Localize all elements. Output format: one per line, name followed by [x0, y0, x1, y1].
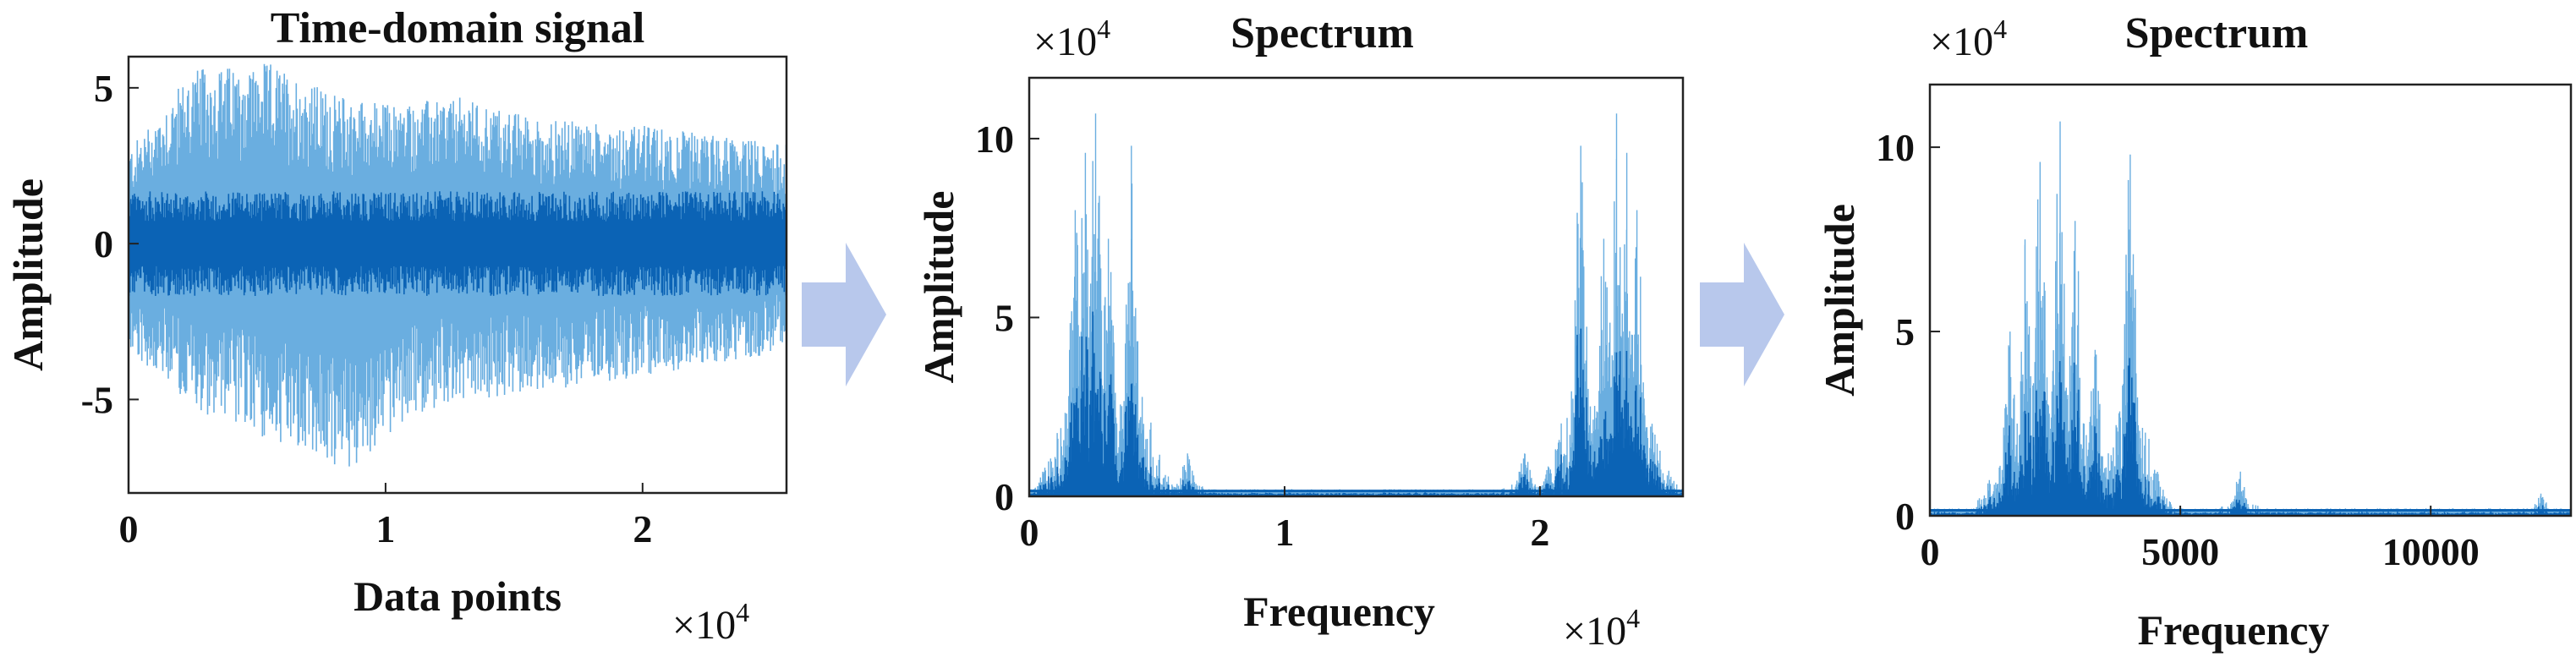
y-axis-label: Amplitude: [4, 178, 52, 371]
x-tick-label: 1: [375, 507, 395, 550]
x-tick-label: 0: [1921, 530, 1940, 573]
spectrum-chart-2: 0 5000 10000 0 5 10 Spectrum Frequency Amplitude…: [1816, 9, 2573, 654]
x-tick-label: 1: [1274, 511, 1294, 554]
y-tick-label: 0: [995, 475, 1014, 518]
x-tick-label: 10000: [2382, 530, 2480, 573]
spectrum-chart-1: 0 1 2 0 5 10 Spectrum Frequency Amplitude ×104 ×10…: [915, 9, 1685, 654]
x-tick-label: 0: [119, 507, 139, 550]
y-axis-multiplier: ×104: [1930, 14, 2007, 64]
y-tick-label: 0: [1895, 495, 1915, 538]
y-axis-label: Amplitude: [915, 191, 962, 384]
plot-frame: [1028, 76, 1685, 498]
x-tick-label: 2: [633, 507, 652, 550]
y-tick-label: -5: [81, 378, 113, 421]
panel-title: Time-domain signal: [271, 4, 645, 52]
y-tick-label: 0: [94, 222, 113, 266]
y-axis-multiplier: ×104: [1033, 14, 1110, 64]
y-tick-label: 5: [1895, 310, 1915, 353]
x-axis-label: Frequency: [2138, 606, 2330, 654]
x-axis-label: Data points: [354, 572, 562, 620]
x-tick-label: 2: [1530, 511, 1549, 554]
y-tick-label: 5: [995, 296, 1014, 339]
arrow-icon: [802, 243, 886, 386]
y-axis-label: Amplitude: [1816, 204, 1863, 397]
arrow-icon: [1700, 243, 1784, 386]
y-tick-label: 10: [975, 118, 1014, 161]
plot-frame: [1928, 83, 2573, 517]
x-axis-multiplier: ×104: [1563, 603, 1640, 654]
panel-title: Spectrum: [2125, 9, 2309, 57]
x-tick-label: 5000: [2141, 530, 2219, 573]
x-axis-multiplier: ×104: [672, 597, 749, 648]
panel-title: Spectrum: [1230, 9, 1414, 57]
plot-frame: [127, 55, 788, 495]
time-domain-chart: 0 1 2 -5 0 5 Time-domain signal Data points Ampl…: [4, 4, 788, 648]
y-tick-label: 5: [94, 67, 113, 110]
x-axis-label: Frequency: [1243, 588, 1435, 635]
y-tick-label: 10: [1876, 126, 1915, 169]
x-tick-label: 0: [1020, 511, 1039, 554]
